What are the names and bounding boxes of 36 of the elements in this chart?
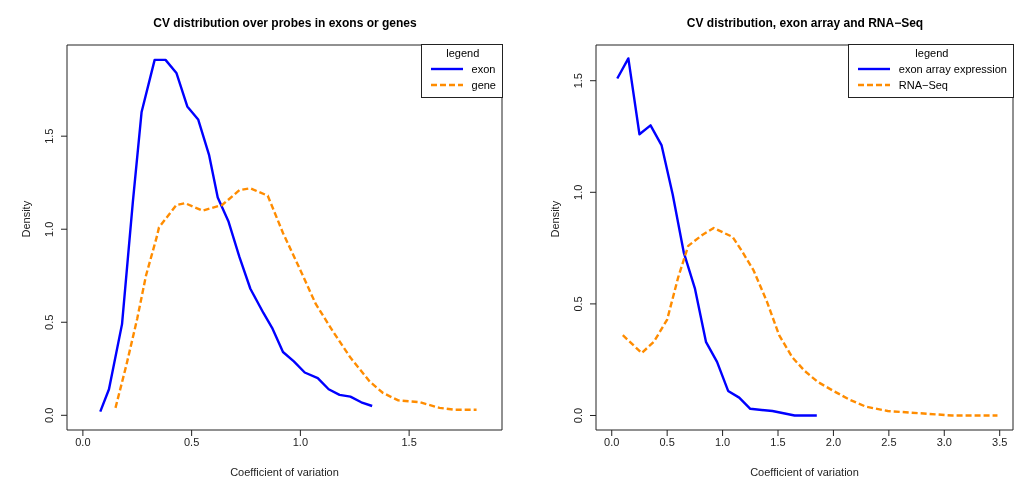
- x-tick-label: 3.0: [936, 435, 952, 448]
- y-tick-label: 1.5: [572, 73, 584, 89]
- y-tick-label: 1.5: [43, 128, 55, 144]
- legend-label: gene: [471, 79, 496, 91]
- x-tick-label: 1.5: [770, 435, 786, 448]
- x-tick-label: 0.0: [604, 435, 620, 448]
- chart-title: CV distribution over probes in exons or genes: [152, 16, 418, 30]
- y-tick-label: 0.0: [43, 407, 55, 423]
- legend-label: exon array expression: [898, 63, 1007, 75]
- x-tick-label: 0.5: [183, 435, 200, 448]
- x-tick-label: 1.0: [714, 435, 731, 448]
- x-tick-label: 3.5: [992, 435, 1008, 448]
- y-tick-label: 1.0: [572, 184, 584, 200]
- legend-label: exon: [471, 63, 496, 75]
- y-axis-title: Density: [548, 200, 561, 238]
- x-tick-label: 0.5: [659, 435, 675, 448]
- y-tick-label: 0.5: [43, 314, 55, 330]
- x-tick-label: 2.5: [881, 435, 897, 448]
- y-tick-label: 1.0: [43, 221, 55, 237]
- line-series: [99, 58, 374, 413]
- y-tick-label: 0.0: [572, 407, 584, 424]
- line-series: [616, 57, 818, 417]
- legend-label: RNA−Seq: [898, 79, 948, 91]
- y-axis-title: Density: [19, 200, 32, 238]
- x-axis-title: Coefficient of variation: [750, 466, 859, 478]
- line-series: [621, 226, 999, 417]
- y-tick-label: 0.5: [572, 296, 584, 312]
- legend-title: legend: [445, 47, 481, 59]
- line-series: [114, 187, 478, 411]
- legend-title: legend: [914, 47, 950, 59]
- x-tick-label: 2.0: [825, 435, 842, 448]
- chart-title: CV distribution, exon array and RNA−Seq: [685, 16, 925, 30]
- x-tick-label: 1.0: [292, 435, 309, 448]
- x-tick-label: 1.5: [401, 435, 417, 448]
- x-axis-title: Coefficient of variation: [230, 466, 339, 478]
- x-tick-label: 0.0: [75, 435, 91, 448]
